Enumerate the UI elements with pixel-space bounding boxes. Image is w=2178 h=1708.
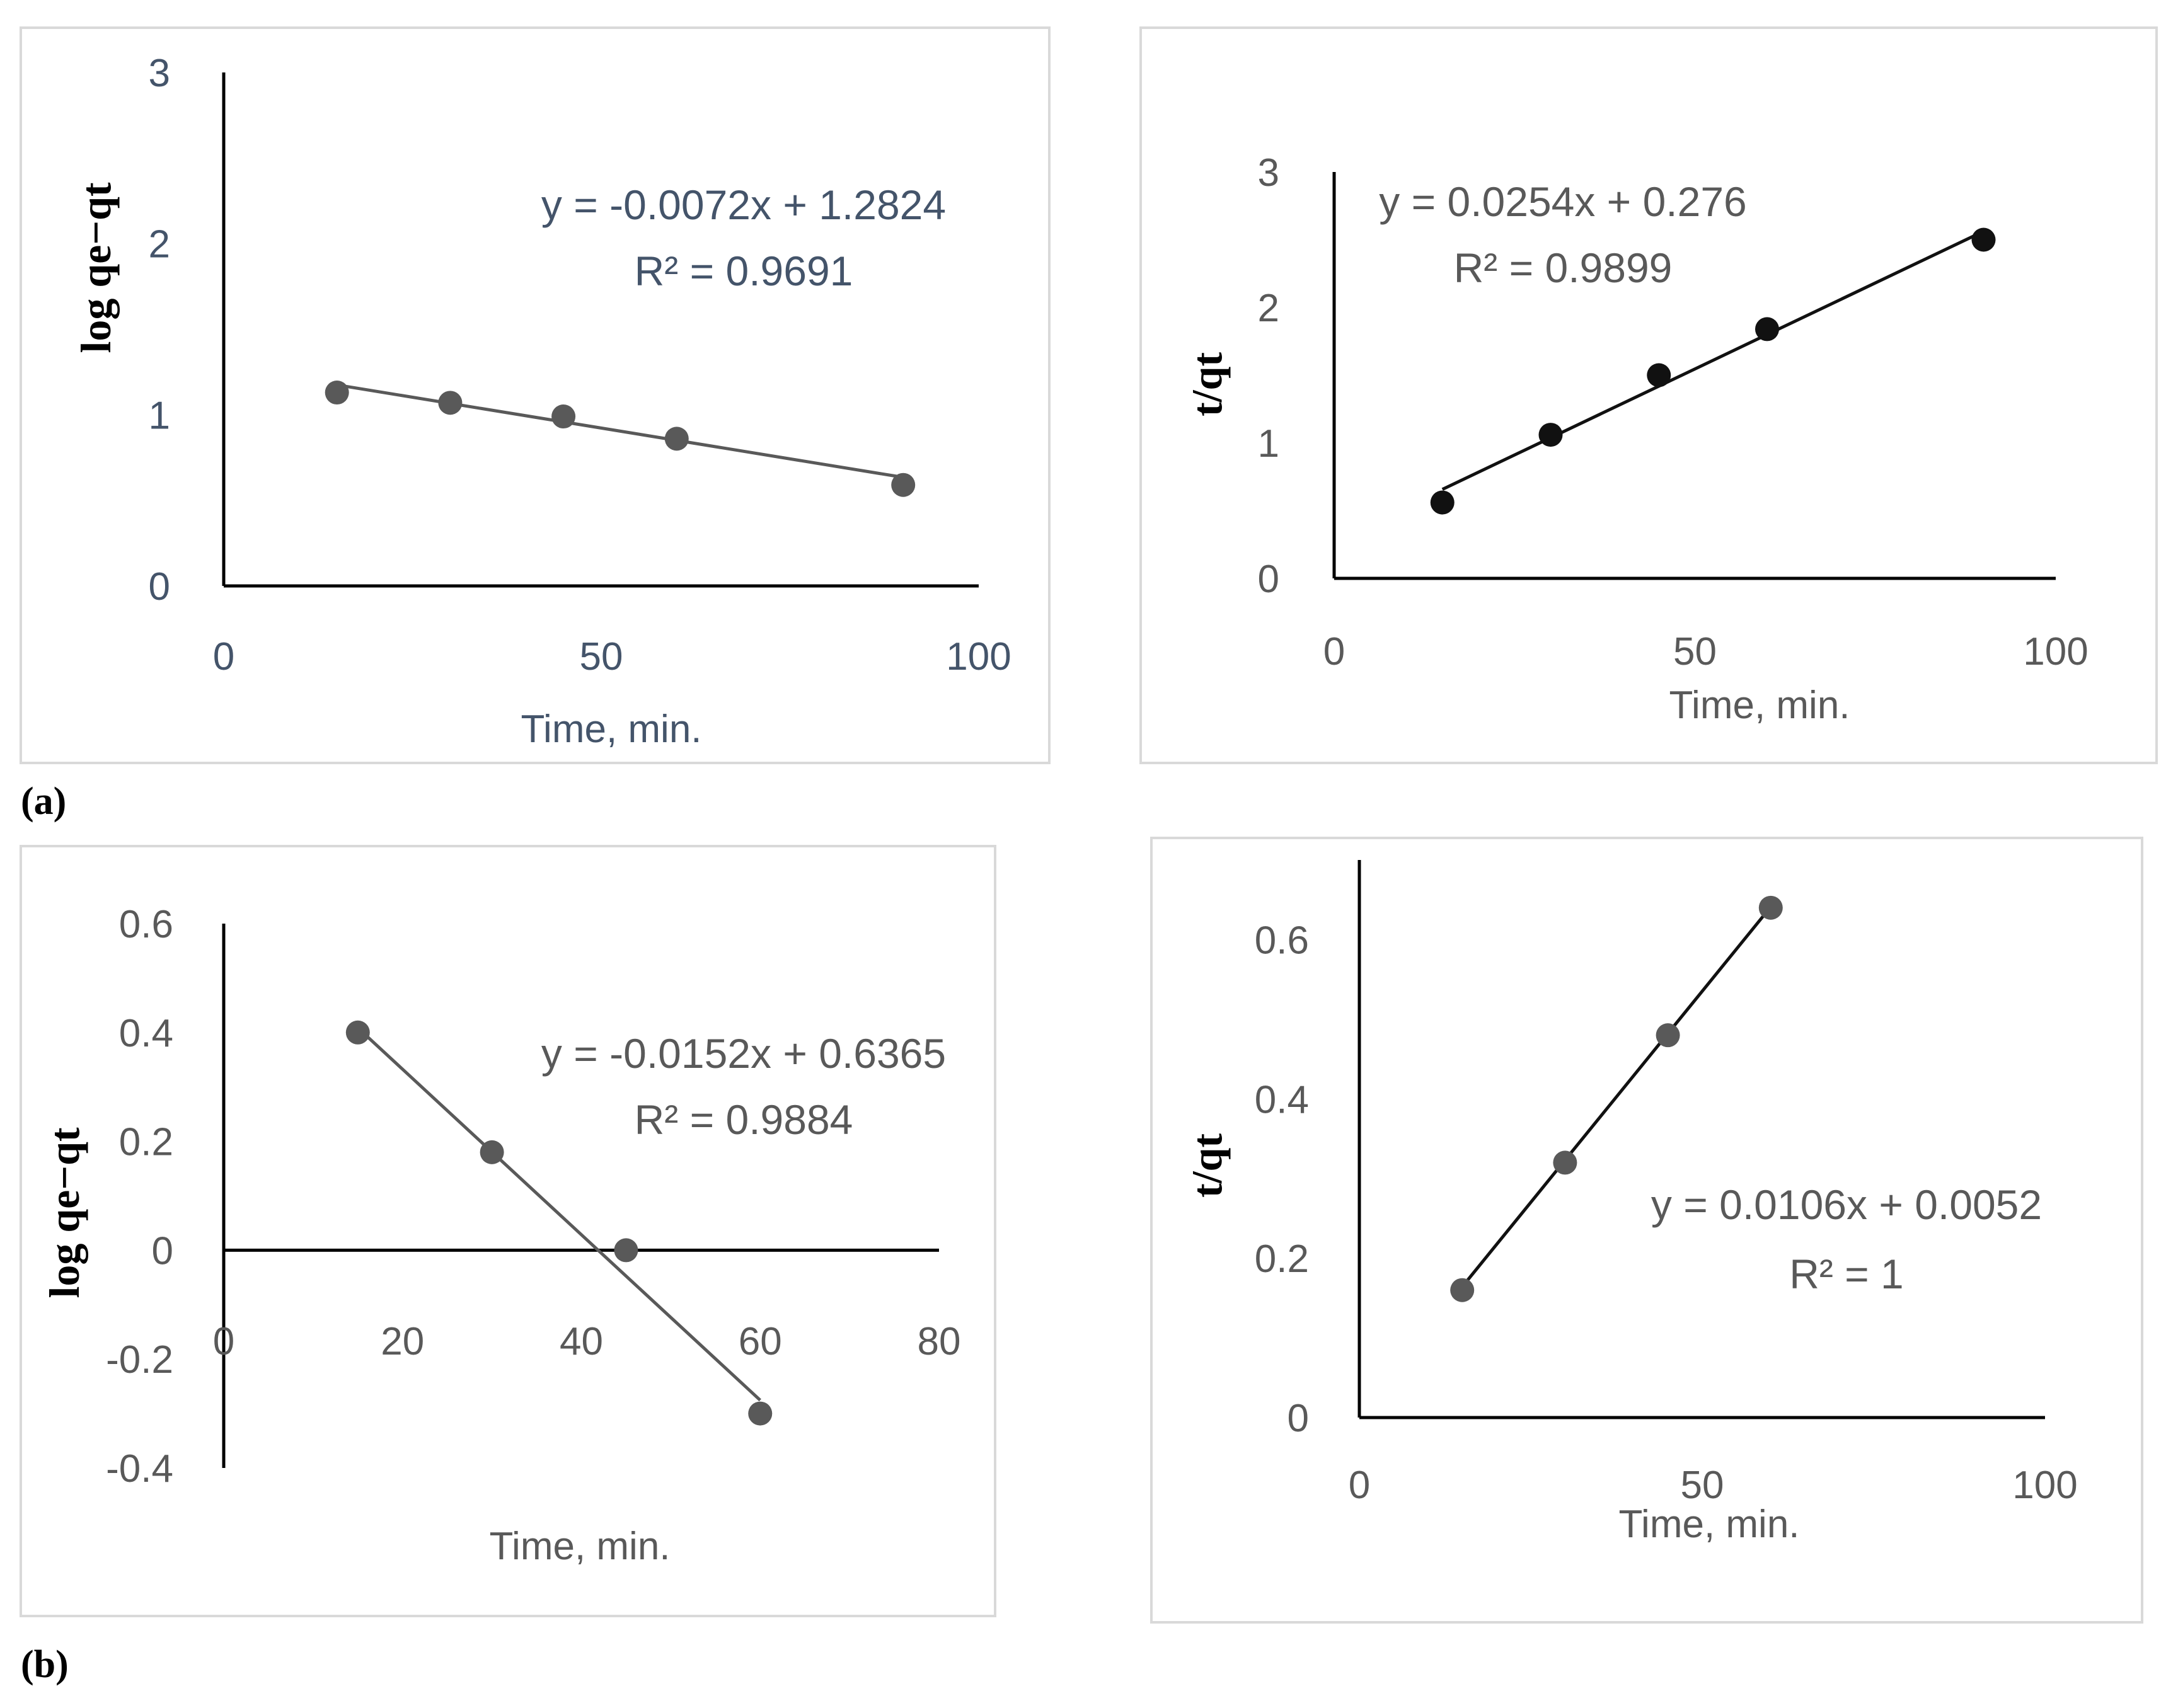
- chart-3-y-tick-label: 0.6: [119, 903, 173, 946]
- chart-1-y-tick-label: 3: [149, 52, 170, 95]
- chart-3-data-point: [480, 1140, 504, 1164]
- chart-3-data-point: [748, 1401, 773, 1426]
- chart-1-x-tick-label: 50: [580, 635, 623, 679]
- chart-frame-1: [20, 26, 1051, 764]
- chart-4-x-axis-title: Time, min.: [1618, 1503, 1799, 1546]
- chart-1-r2: R² = 0.9691: [635, 248, 853, 294]
- chart-1-data-point: [325, 381, 349, 405]
- chart-3-trendline: [357, 1026, 761, 1402]
- panel-label-a: (a): [21, 780, 66, 823]
- chart-4-data-point: [1656, 1023, 1680, 1048]
- chart-1-y-tick-label: 0: [149, 565, 170, 609]
- chart-3-y-tick-label: 0.4: [119, 1012, 173, 1055]
- chart-1-data-point: [551, 404, 576, 429]
- chart-3-x-tick-label: 60: [739, 1320, 782, 1363]
- chart-2-x-tick-label: 100: [2023, 630, 2088, 673]
- chart-4-data-point: [1553, 1150, 1577, 1175]
- chart-2-data-point: [1430, 490, 1455, 515]
- chart-1-data-point: [438, 391, 463, 415]
- chart-3-y-axis-title: log qe−qt: [40, 1127, 88, 1298]
- chart-4-y-tick-label: 0.4: [1255, 1078, 1309, 1121]
- chart-4-r2: R² = 1: [1789, 1251, 1904, 1297]
- chart-3-y-tick-label: -0.4: [106, 1447, 173, 1491]
- chart-4-x-tick-label: 50: [1681, 1464, 1724, 1507]
- chart-2-equation: y = 0.0254x + 0.276: [1379, 178, 1746, 225]
- chart-1-equation: y = -0.0072x + 1.2824: [541, 181, 946, 228]
- chart-2-x-axis-title: Time, min.: [1669, 684, 1850, 727]
- chart-pseudo-second-order-a: 0 50 100 0 1 2 3: [1258, 151, 2089, 673]
- chart-frame-2: [1139, 26, 2158, 764]
- chart-3-data-point: [614, 1238, 638, 1263]
- chart-4-y-tick-label: 0: [1288, 1397, 1309, 1440]
- chart-3-data-point: [345, 1020, 370, 1045]
- chart-4-x-tick-label: 100: [2012, 1464, 2077, 1507]
- chart-frame-3: [20, 845, 996, 1617]
- chart-4-equation: y = 0.0106x + 0.0052: [1651, 1181, 2042, 1228]
- chart-2-x-tick-label: 50: [1673, 630, 1717, 673]
- chart-3-r2: R² = 0.9884: [635, 1096, 853, 1143]
- chart-pseudo-first-order-a: 0 50 100 0 1 2 3: [149, 52, 1011, 679]
- chart-2-x-tick-label: 0: [1323, 630, 1345, 673]
- chart-1-y-tick-label: 1: [149, 394, 170, 437]
- chart-3-y-tick-label: 0: [152, 1229, 173, 1273]
- chart-4-data-point: [1758, 895, 1783, 920]
- chart-4-data-point: [1450, 1278, 1475, 1302]
- chart-1-data-point: [664, 427, 689, 451]
- chart-frame-4: [1150, 837, 2143, 1624]
- chart-3-x-tick-label: 20: [381, 1320, 424, 1363]
- chart-1-data-point: [891, 473, 916, 497]
- chart-2-data-point: [1647, 363, 1671, 387]
- chart-pseudo-second-order-b: 0 50 100 0 0.2 0.4 0.6: [1255, 860, 2078, 1507]
- chart-4-y-tick-label: 0.6: [1255, 919, 1309, 962]
- chart-pseudo-first-order-b: 0 20 40 60 80 -0.4 -0.2 0 0.2 0.4 0.6: [106, 903, 960, 1491]
- chart-2-y-axis-title: t/qt: [1183, 352, 1231, 416]
- chart-2-data-point: [1538, 423, 1563, 447]
- chart-2-trendline: [1441, 229, 1985, 491]
- chart-3-x-tick-label: 40: [560, 1320, 603, 1363]
- chart-3-equation: y = -0.0152x + 0.6365: [541, 1030, 946, 1077]
- chart-1-trendline: [337, 383, 904, 479]
- chart-4-y-axis-title: t/qt: [1183, 1133, 1231, 1198]
- chart-2-y-tick-label: 2: [1258, 287, 1279, 330]
- chart-3-y-tick-label: -0.2: [106, 1338, 173, 1382]
- chart-2-y-tick-label: 1: [1258, 422, 1279, 466]
- chart-2-r2: R² = 0.9899: [1454, 244, 1673, 291]
- chart-4-trendline: [1461, 905, 1772, 1288]
- chart-2-y-tick-label: 3: [1258, 151, 1279, 195]
- chart-3-y-tick-label: 0.2: [119, 1121, 173, 1164]
- chart-2-data-point: [1971, 227, 1996, 252]
- chart-1-x-axis-title: Time, min.: [521, 708, 701, 751]
- chart-4-y-tick-label: 0.2: [1255, 1237, 1309, 1281]
- chart-2-data-point: [1755, 317, 1779, 341]
- chart-2-y-tick-label: 0: [1258, 558, 1279, 601]
- chart-1-x-tick-label: 0: [213, 635, 234, 679]
- chart-3-x-tick-label: 80: [918, 1320, 961, 1363]
- chart-1-y-tick-label: 2: [149, 223, 170, 267]
- chart-1-x-tick-label: 100: [946, 635, 1011, 679]
- chart-4-x-tick-label: 0: [1349, 1464, 1370, 1507]
- panel-label-b: (b): [21, 1643, 69, 1686]
- chart-3-x-axis-title: Time, min.: [489, 1525, 670, 1568]
- chart-3-x-tick-label: 0: [213, 1320, 234, 1363]
- chart-1-y-axis-title: log qe−qt: [72, 182, 120, 353]
